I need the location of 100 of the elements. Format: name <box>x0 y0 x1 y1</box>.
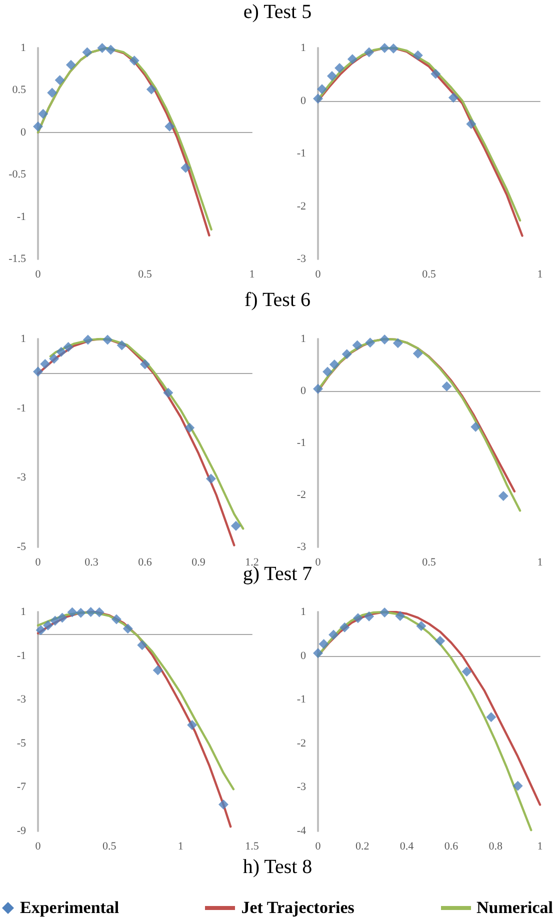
x-tick-label: 0.5 <box>138 268 152 280</box>
point <box>82 334 93 345</box>
point <box>40 358 50 369</box>
point <box>152 665 163 676</box>
y-tick-label: 1 <box>300 333 306 345</box>
point <box>47 88 58 98</box>
legend-label: Numerical <box>476 898 553 918</box>
point <box>106 44 116 55</box>
point <box>462 666 472 677</box>
point <box>313 384 323 394</box>
point <box>137 640 148 650</box>
point <box>63 342 74 352</box>
x-tick-label: 1 <box>537 840 543 852</box>
x-tick-label: 0.2 <box>356 840 370 852</box>
y-tick-label: 0 <box>300 385 306 397</box>
point <box>395 610 406 621</box>
legend-label: Jet Trajectories <box>241 898 354 918</box>
point <box>140 359 150 370</box>
chart-title: f) Test 6 <box>244 289 312 312</box>
x-tick-label: 0.5 <box>422 268 436 280</box>
x-tick-label: 1 <box>249 268 255 280</box>
point <box>352 340 362 350</box>
x-tick-label: 1 <box>537 268 543 280</box>
y-tick-label: -3 <box>296 253 306 265</box>
x-tick-label: 0.5 <box>102 840 117 852</box>
point <box>435 636 446 646</box>
point <box>49 354 60 364</box>
x-tick-label: 0 <box>315 840 322 852</box>
y-tick-label: -1 <box>296 694 306 706</box>
point <box>184 422 195 433</box>
x-tick-label: 0.9 <box>192 556 206 568</box>
point <box>230 520 241 531</box>
point <box>318 638 329 649</box>
point <box>313 94 323 104</box>
point <box>352 613 363 624</box>
y-tick-label: -2 <box>296 737 306 750</box>
point <box>340 622 350 632</box>
x-tick-label: 0 <box>315 556 322 568</box>
point <box>54 75 65 86</box>
point <box>187 720 198 730</box>
y-tick-label: -1 <box>16 650 26 662</box>
y-tick-label: -2 <box>296 200 306 212</box>
point <box>380 334 390 345</box>
point <box>364 611 374 622</box>
y-tick-label: 0 <box>300 94 306 107</box>
point <box>486 712 496 722</box>
point <box>466 118 476 129</box>
x-tick-label: 0.3 <box>84 556 99 568</box>
point <box>430 68 441 79</box>
point <box>328 630 339 640</box>
point <box>448 92 458 103</box>
point <box>97 43 108 53</box>
x-tick-label: 0 <box>35 268 42 280</box>
y-tick-label: -5 <box>16 737 26 750</box>
y-tick-label: -1 <box>16 210 26 223</box>
point <box>50 616 60 626</box>
point <box>67 607 78 618</box>
point <box>57 612 68 623</box>
point <box>470 422 481 432</box>
point <box>412 348 423 359</box>
y-tick-label: -4 <box>296 825 306 837</box>
y-tick-label: -5 <box>16 541 26 553</box>
point <box>122 624 133 634</box>
y-tick-label: -1 <box>16 402 26 414</box>
point <box>42 620 53 630</box>
x-tick-label: 0.6 <box>444 840 459 852</box>
point <box>33 121 43 132</box>
point <box>329 359 340 370</box>
point <box>313 648 323 658</box>
point <box>102 334 113 345</box>
text: h) Test 8 <box>242 856 314 879</box>
y-tick-label: -3 <box>16 694 26 706</box>
point <box>36 625 46 636</box>
x-tick-label: 0.8 <box>488 840 503 852</box>
point <box>442 381 452 392</box>
x-tick-label: 0 <box>315 268 322 280</box>
point <box>56 346 66 357</box>
point <box>86 607 96 617</box>
point <box>94 607 104 618</box>
y-tick-label: -1 <box>296 437 306 449</box>
x-tick-label: 0 <box>35 840 42 852</box>
point <box>206 474 216 484</box>
point <box>82 47 92 58</box>
point <box>164 121 175 132</box>
y-tick-label: 0 <box>300 650 306 662</box>
point <box>388 44 398 54</box>
point <box>334 63 345 74</box>
x-tick-label: 1.5 <box>245 840 260 852</box>
y-tick-label: -3 <box>296 541 306 553</box>
point <box>316 84 327 94</box>
y-tick-label: -9 <box>16 825 26 837</box>
point <box>392 338 403 348</box>
y-tick-label: 1 <box>300 606 306 618</box>
y-tick-label: -1 <box>296 148 306 160</box>
y-tick-label: -7 <box>16 781 26 794</box>
y-tick-label: -2 <box>296 489 306 501</box>
point <box>342 349 352 360</box>
point <box>180 162 191 173</box>
x-tick-label: 0.5 <box>422 556 436 568</box>
point <box>322 366 333 377</box>
